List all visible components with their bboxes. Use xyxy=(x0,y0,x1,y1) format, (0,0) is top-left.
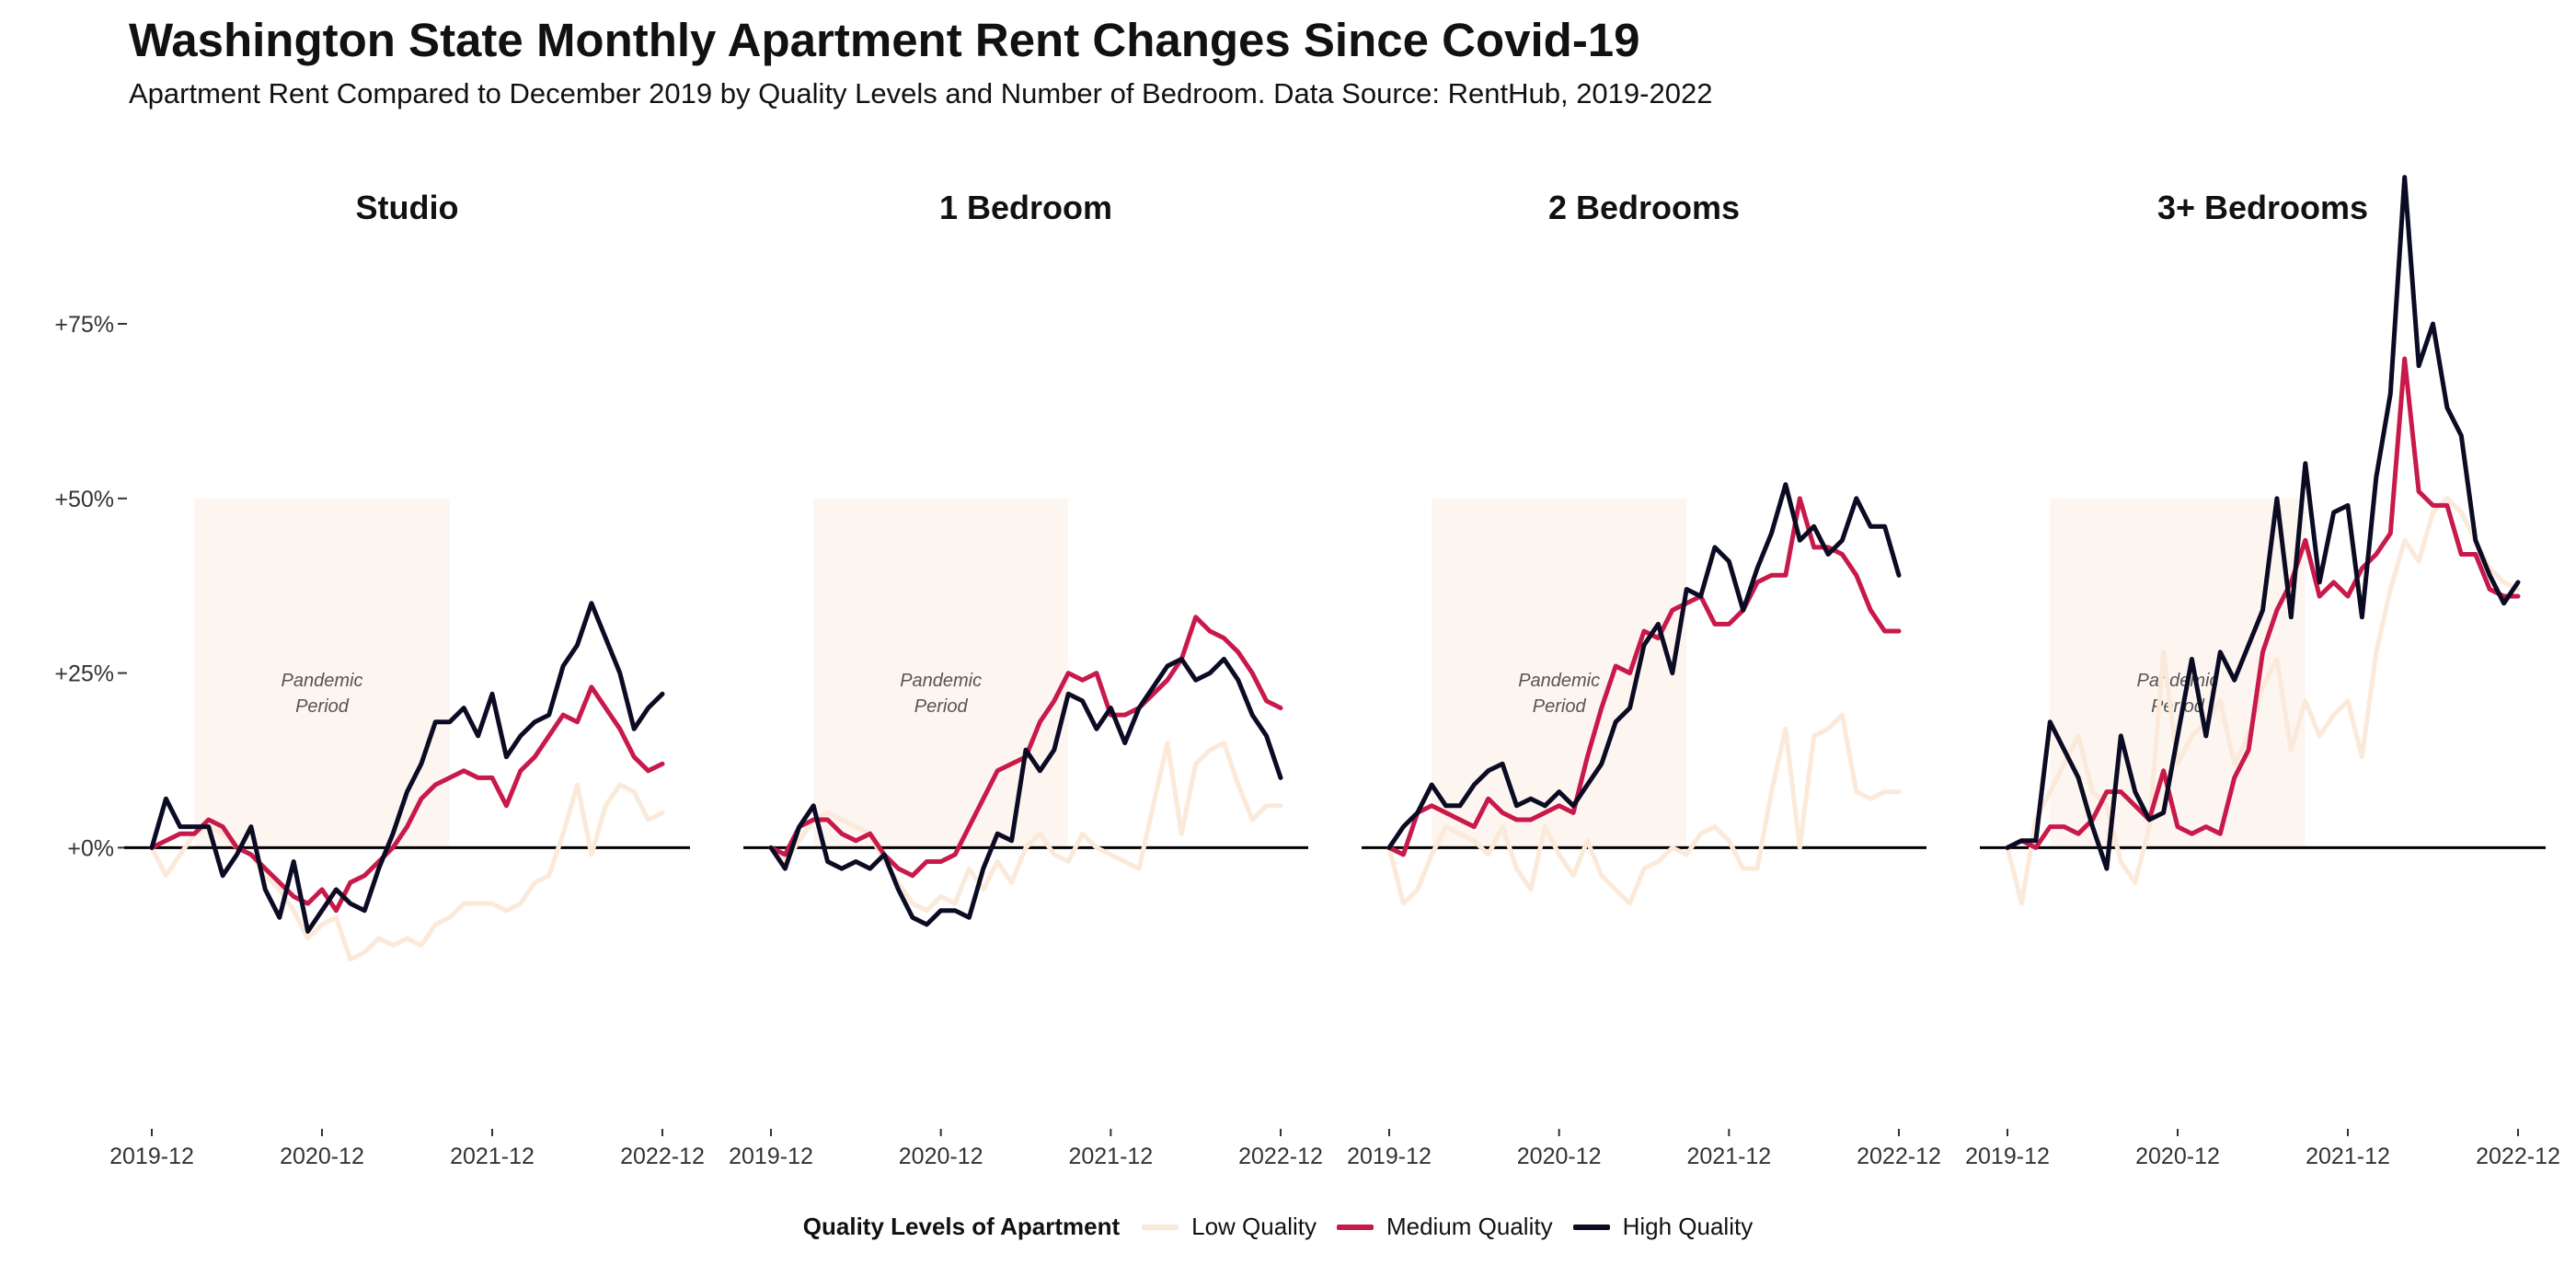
x-tick-label: 2021-12 xyxy=(1068,1144,1153,1169)
x-tick-label: 2022-12 xyxy=(2476,1144,2560,1169)
x-tick-label: 2020-12 xyxy=(1517,1144,1602,1169)
facet-title-2-bedrooms: 2 Bedrooms xyxy=(1548,189,1740,226)
x-tick-label: 2022-12 xyxy=(1857,1144,1941,1169)
facet-title-studio: Studio xyxy=(356,189,459,226)
y-tick-label: +50% xyxy=(54,487,114,512)
x-tick-label: 2022-12 xyxy=(620,1144,705,1169)
series-line-high-quality xyxy=(1386,482,1902,850)
series-line-low-quality xyxy=(1386,712,1902,906)
series-line-medium-quality xyxy=(149,684,665,914)
facet-title-3plus-bedrooms: 3+ Bedrooms xyxy=(2157,189,2368,226)
pandemic-label-line1: Pandemic xyxy=(2137,671,2219,691)
x-tick-label: 2019-12 xyxy=(729,1144,813,1169)
pandemic-label-line2: Period xyxy=(1533,696,1587,717)
y-tick-label: +25% xyxy=(54,661,114,687)
legend-swatch-medium-quality xyxy=(1336,1224,1374,1230)
legend-label-low-quality: Low Quality xyxy=(1191,1213,1317,1240)
pandemic-period-region xyxy=(1432,498,1687,848)
series-line-low-quality xyxy=(768,741,1283,914)
x-tick-label: 2022-12 xyxy=(1238,1144,1323,1169)
x-tick-label: 2019-12 xyxy=(1347,1144,1432,1169)
pandemic-period-region xyxy=(813,498,1069,848)
series-line-high-quality xyxy=(2005,175,2521,871)
x-tick-label: 2021-12 xyxy=(2306,1144,2390,1169)
legend-swatch-high-quality xyxy=(1572,1224,1610,1230)
series-line-medium-quality xyxy=(1386,496,1902,857)
series-line-low-quality xyxy=(2005,496,2521,906)
legend-swatch-low-quality xyxy=(1142,1224,1179,1230)
x-tick-label: 2020-12 xyxy=(2135,1144,2220,1169)
y-tick-label: +75% xyxy=(54,312,114,338)
x-tick-label: 2020-12 xyxy=(280,1144,364,1169)
y-tick-label: +0% xyxy=(67,835,114,861)
pandemic-label-line1: Pandemic xyxy=(282,671,363,691)
legend-label-high-quality: High Quality xyxy=(1622,1213,1754,1240)
legend: Quality Levels of Apartment Low Quality … xyxy=(0,1213,2576,1241)
x-tick-label: 2021-12 xyxy=(1686,1144,1771,1169)
pandemic-label-line2: Period xyxy=(2151,696,2205,717)
legend-item-low-quality: Low Quality xyxy=(1142,1213,1317,1241)
series-line-high-quality xyxy=(768,656,1283,927)
legend-label-medium-quality: Medium Quality xyxy=(1386,1213,1553,1240)
chart-subtitle: Apartment Rent Compared to December 2019… xyxy=(129,77,1713,109)
pandemic-label-line1: Pandemic xyxy=(1518,671,1600,691)
pandemic-label-line1: Pandemic xyxy=(900,671,982,691)
x-tick-label: 2019-12 xyxy=(1965,1144,2050,1169)
facet-title-1-bedroom: 1 Bedroom xyxy=(939,189,1112,226)
x-tick-label: 2020-12 xyxy=(899,1144,983,1169)
series-line-high-quality xyxy=(149,601,665,934)
pandemic-label-line2: Period xyxy=(914,696,969,717)
x-tick-label: 2021-12 xyxy=(450,1144,535,1169)
pandemic-label-line2: Period xyxy=(295,696,350,717)
legend-item-high-quality: High Quality xyxy=(1572,1213,1754,1241)
legend-item-medium-quality: Medium Quality xyxy=(1336,1213,1553,1241)
legend-title: Quality Levels of Apartment xyxy=(802,1213,1121,1240)
x-tick-label: 2019-12 xyxy=(109,1144,194,1169)
chart-title: Washington State Monthly Apartment Rent … xyxy=(129,14,1640,66)
